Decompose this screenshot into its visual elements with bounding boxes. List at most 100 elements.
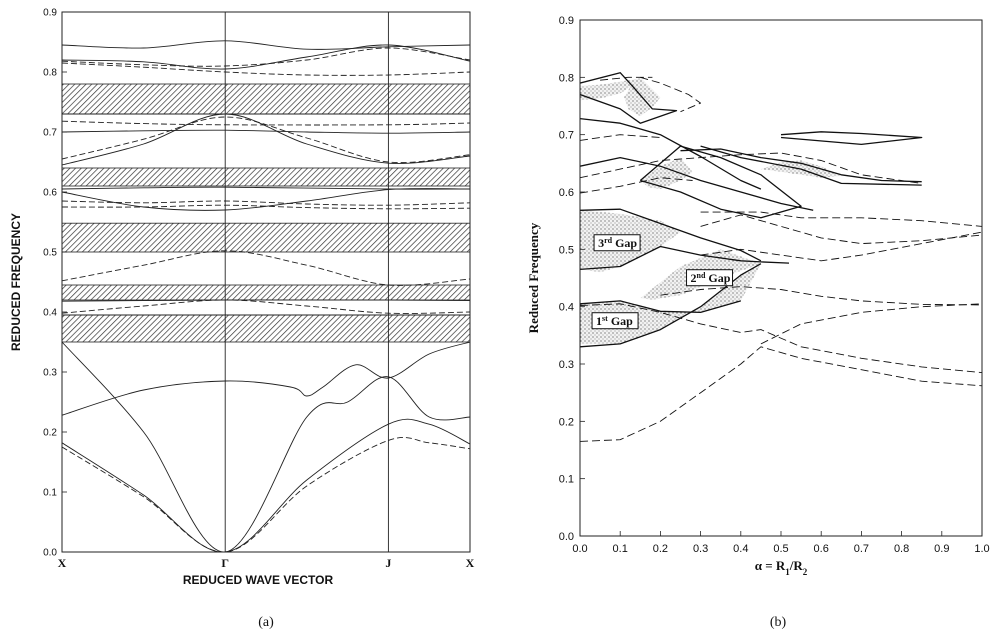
b-gap-edges bbox=[580, 72, 982, 442]
a-x-point-label: Γ bbox=[221, 556, 229, 570]
a-y-axis-title: REDUCED FREQUENCY bbox=[9, 213, 23, 351]
a-band-4 bbox=[62, 341, 470, 416]
a-y-tick-label: 0.3 bbox=[43, 368, 57, 379]
a-plot-frame bbox=[61, 11, 471, 553]
b-x-tick-label: 0.6 bbox=[814, 543, 829, 555]
b-edge-7 bbox=[780, 131, 923, 146]
a-band-20 bbox=[62, 44, 470, 70]
a-y-tick-label: 0.6 bbox=[43, 188, 57, 199]
b-edge-15 bbox=[660, 286, 982, 306]
panel-a: 0.0 0.1 0.2 0.3 0.4 0.5 0.6 0.7 0.8 0.9 X Γ J X REDU… bbox=[9, 8, 475, 631]
b-y-tick-label: 0.8 bbox=[559, 72, 574, 84]
b-edge-5 bbox=[580, 156, 814, 211]
a-band-13 bbox=[62, 113, 470, 166]
a-band-3 bbox=[62, 341, 470, 552]
a-y-tick-label: 0.4 bbox=[43, 308, 57, 319]
b-gap-label-1: 1st Gap bbox=[596, 314, 633, 329]
b-edge-13 bbox=[580, 303, 982, 374]
b-y-tick-label: 0.5 bbox=[559, 244, 574, 256]
b-gap-label-2: 2nd Gap bbox=[691, 271, 731, 286]
a-band-11 bbox=[62, 204, 470, 210]
b-edge-4 bbox=[580, 208, 762, 262]
a-band-14 bbox=[62, 116, 470, 163]
b-gap-label-box-3 bbox=[593, 234, 641, 252]
a-y-tick-label: 0.7 bbox=[43, 128, 57, 139]
b-x-ticks: 0.0 0.1 0.2 0.3 0.4 0.5 0.6 0.7 0.8 0.9 1.0 bbox=[572, 531, 990, 555]
a-band-19 bbox=[62, 47, 470, 67]
b-edge-14 bbox=[760, 303, 982, 345]
b-x-tick-label: 0.9 bbox=[934, 543, 949, 555]
a-x-point-label: X bbox=[466, 556, 475, 570]
a-band-18 bbox=[62, 62, 470, 76]
b-edge-17 bbox=[700, 214, 982, 245]
a-gap-bands bbox=[62, 83, 470, 343]
b-y-tick-label: 0.6 bbox=[559, 187, 574, 199]
a-y-tick-label: 0.0 bbox=[43, 548, 57, 559]
b-edge-16 bbox=[700, 231, 982, 262]
a-y-tick-label: 0.1 bbox=[43, 488, 57, 499]
b-y-tick-label: 0.3 bbox=[559, 359, 574, 371]
a-band-2 bbox=[62, 437, 470, 552]
a-gap-band-5 bbox=[62, 83, 470, 115]
a-band-15 bbox=[62, 129, 470, 134]
b-x-axis-title: α = R1/R2 bbox=[755, 558, 808, 577]
b-edge-20 bbox=[580, 152, 922, 184]
b-x-tick-label: 0.3 bbox=[693, 543, 708, 555]
a-band-21 bbox=[62, 40, 470, 50]
a-x-point-label: X bbox=[58, 556, 67, 570]
a-symmetry-lines bbox=[224, 12, 389, 552]
b-gap-labels: 1st Gap 2nd Gap 3rd Gap bbox=[591, 234, 734, 330]
b-y-tick-label: 0.7 bbox=[559, 130, 574, 142]
a-y-tick-label: 0.2 bbox=[43, 428, 57, 439]
a-band-8 bbox=[62, 250, 470, 286]
b-x-tick-label: 0.8 bbox=[894, 543, 909, 555]
a-gap-band-3 bbox=[62, 222, 470, 253]
a-y-tick-label: 0.9 bbox=[43, 8, 57, 19]
b-y-tick-label: 0.4 bbox=[559, 302, 574, 314]
b-y-tick-label: 0.0 bbox=[559, 531, 574, 543]
b-x-tick-label: 0.5 bbox=[773, 543, 788, 555]
b-y-ticks: 0.0 0.1 0.2 0.3 0.4 0.5 0.6 0.7 0.8 0.9 bbox=[559, 15, 585, 543]
b-edge-18 bbox=[700, 211, 982, 227]
b-y-tick-label: 0.9 bbox=[559, 15, 574, 27]
b-edge-19 bbox=[580, 177, 693, 194]
b-gap-label-3: 3rd Gap bbox=[598, 236, 637, 251]
b-gap-region-6 bbox=[640, 157, 693, 190]
b-gap-region-4 bbox=[580, 78, 641, 101]
b-x-tick-label: 0.4 bbox=[733, 543, 748, 555]
a-band-9 bbox=[62, 188, 470, 211]
a-band-1 bbox=[62, 418, 470, 552]
b-x-tick-label: 0.7 bbox=[854, 543, 869, 555]
b-gap-label-box-1 bbox=[591, 312, 639, 330]
a-band-5 bbox=[62, 299, 470, 314]
b-panel-label: (b) bbox=[770, 615, 787, 630]
b-y-tick-label: 0.2 bbox=[559, 416, 574, 428]
b-edge-22 bbox=[640, 76, 702, 113]
a-gap-band-2 bbox=[62, 284, 470, 301]
b-edge-10 bbox=[700, 145, 922, 186]
b-gap-label-box-2 bbox=[686, 269, 734, 287]
b-x-tick-label: 0.1 bbox=[613, 543, 628, 555]
b-edge-21 bbox=[580, 134, 661, 141]
a-y-tick-label: 0.8 bbox=[43, 68, 57, 79]
a-band-16 bbox=[62, 120, 470, 126]
b-edge-11 bbox=[580, 72, 678, 124]
a-band-lines bbox=[62, 40, 470, 552]
a-gap-band-4 bbox=[62, 167, 470, 187]
b-x-tick-label: 0.0 bbox=[572, 543, 587, 555]
a-gap-band-1 bbox=[62, 314, 470, 343]
a-band-10 bbox=[62, 200, 470, 206]
a-x-point-label: J bbox=[385, 556, 391, 570]
a-panel-label: (a) bbox=[258, 615, 274, 630]
b-edge-12 bbox=[580, 346, 982, 442]
b-x-tick-label: 0.2 bbox=[653, 543, 668, 555]
b-y-axis-title: Reduced Frequency bbox=[526, 222, 541, 333]
a-x-axis-title: REDUCED WAVE VECTOR bbox=[183, 573, 334, 587]
b-edge-23 bbox=[600, 76, 653, 81]
a-y-tick-label: 0.5 bbox=[43, 248, 57, 259]
b-y-tick-label: 0.1 bbox=[559, 474, 574, 486]
b-edge-9 bbox=[680, 148, 922, 183]
a-band-7 bbox=[62, 299, 470, 302]
